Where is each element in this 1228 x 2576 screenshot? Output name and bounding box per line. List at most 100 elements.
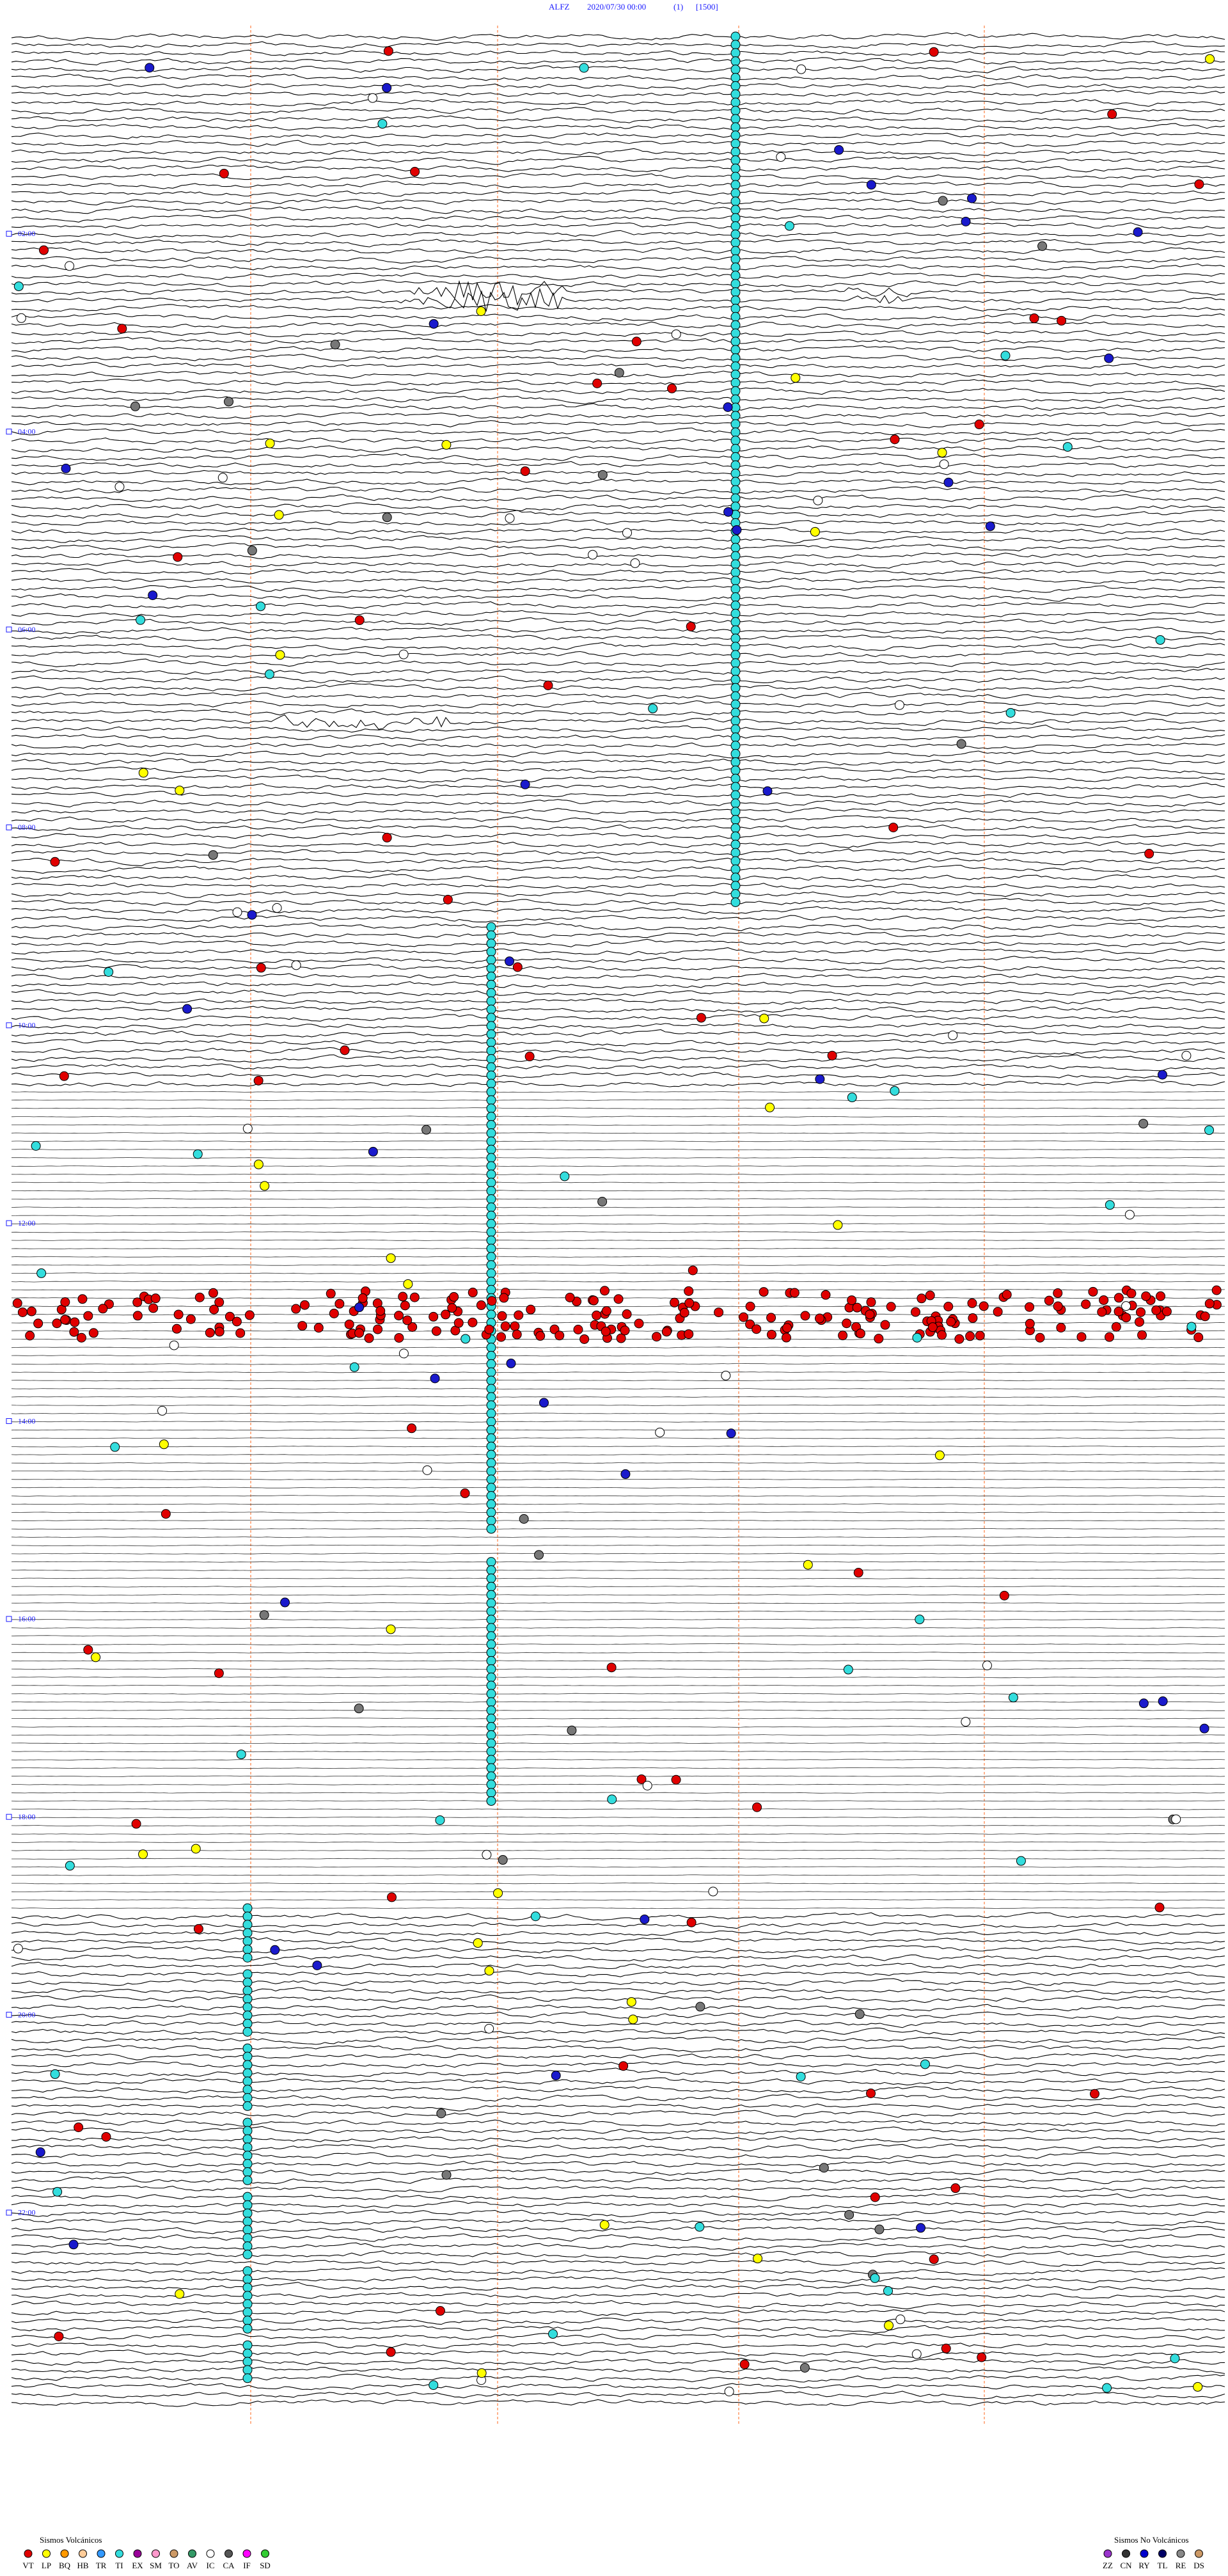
- event-marker: [493, 1888, 503, 1898]
- event-marker: [688, 1265, 698, 1276]
- event-marker: [601, 1306, 611, 1316]
- event-marker: [730, 567, 741, 578]
- event-marker: [242, 2002, 253, 2012]
- event-marker: [242, 1944, 253, 1954]
- event-marker: [588, 1295, 599, 1306]
- event-marker: [730, 237, 741, 248]
- event-marker: [1114, 1306, 1124, 1316]
- event-marker: [1062, 442, 1073, 452]
- event-marker: [486, 1169, 496, 1180]
- trace: [11, 1396, 1225, 1398]
- trace: [11, 742, 1225, 749]
- legend-code: TL: [1158, 2561, 1168, 2570]
- event-marker: [782, 1323, 792, 1333]
- event-marker: [312, 1960, 322, 1970]
- event-marker: [242, 2208, 253, 2218]
- event-marker: [1057, 315, 1067, 326]
- datetime: 2020/07/30 00:00: [587, 2, 646, 12]
- event-marker: [956, 739, 966, 749]
- event-marker: [429, 319, 439, 329]
- legend-code: TI: [115, 2561, 123, 2570]
- event-marker: [1081, 1299, 1091, 1309]
- event-marker: [920, 2059, 930, 2069]
- event-marker: [510, 1321, 520, 1331]
- event-marker: [961, 1717, 971, 1727]
- legend-code: SM: [150, 2561, 162, 2570]
- event-marker: [486, 1260, 496, 1270]
- trace: [11, 750, 1225, 759]
- trace: [11, 1148, 1225, 1151]
- trace: [11, 49, 1225, 56]
- event-marker: [730, 724, 741, 734]
- trace: [11, 1512, 1225, 1513]
- event-marker: [601, 1326, 611, 1336]
- trace: [12, 1833, 1225, 1835]
- trace: [11, 420, 1225, 429]
- event-marker: [1097, 1307, 1107, 1317]
- event-marker: [110, 1442, 120, 1452]
- event-marker: [730, 798, 741, 809]
- trace: [11, 2067, 1225, 2078]
- event-marker: [1133, 227, 1143, 237]
- event-marker: [65, 1861, 75, 1871]
- trace: [11, 1256, 1225, 1258]
- event-marker: [486, 1689, 496, 1699]
- trace: [12, 1618, 1225, 1620]
- event-marker: [1200, 1311, 1210, 1322]
- trace: [11, 1544, 1225, 1547]
- event-marker: [443, 894, 453, 905]
- trace: [11, 148, 1225, 156]
- event-marker: [373, 1324, 383, 1334]
- event-marker: [730, 468, 741, 478]
- event-marker: [500, 1321, 510, 1331]
- event-marker: [730, 114, 741, 124]
- event-marker: [242, 2241, 253, 2252]
- event-marker: [622, 1309, 632, 1319]
- event-marker: [193, 1924, 203, 1934]
- trace: [11, 1929, 1225, 1936]
- trace: [11, 1586, 1225, 1588]
- event-marker: [242, 2018, 253, 2028]
- event-marker: [730, 881, 741, 891]
- trace: [11, 1140, 1225, 1142]
- trace: [11, 2019, 1225, 2028]
- event-marker: [950, 2183, 961, 2193]
- trace: [11, 2300, 1225, 2309]
- trace: [11, 470, 1225, 477]
- trace: [11, 824, 1225, 832]
- event-marker: [941, 2343, 951, 2353]
- trace: [11, 807, 1225, 815]
- trace: [11, 139, 1225, 147]
- event-marker: [597, 470, 608, 480]
- time-label: 16:00: [18, 1615, 35, 1624]
- trace: [11, 412, 1225, 419]
- trace: [11, 2349, 1225, 2359]
- event-marker: [730, 674, 741, 684]
- event-marker: [912, 1332, 922, 1343]
- trace: [11, 1190, 1225, 1192]
- trace: [11, 2110, 1225, 2118]
- event-marker: [291, 960, 301, 970]
- event-marker: [486, 1284, 496, 1295]
- trace: [11, 1404, 1225, 1407]
- event-marker: [486, 1153, 496, 1163]
- event-marker: [853, 1568, 863, 1578]
- event-marker: [730, 279, 741, 289]
- event-marker: [117, 324, 127, 334]
- event-marker: [730, 477, 741, 487]
- trace: [11, 724, 1225, 733]
- event-marker: [946, 1316, 956, 1327]
- trace: [11, 379, 1225, 388]
- event-marker: [791, 373, 801, 383]
- event-marker: [866, 180, 876, 190]
- event-marker: [486, 1474, 496, 1485]
- event-marker: [291, 1304, 301, 1314]
- event-marker: [628, 2014, 638, 2025]
- event-marker: [730, 303, 741, 313]
- event-marker: [486, 1672, 496, 1682]
- event-marker: [730, 163, 741, 173]
- trace: [11, 1899, 1225, 1901]
- event-marker: [242, 2316, 253, 2326]
- event-marker: [486, 922, 496, 932]
- event-marker: [484, 1966, 494, 1976]
